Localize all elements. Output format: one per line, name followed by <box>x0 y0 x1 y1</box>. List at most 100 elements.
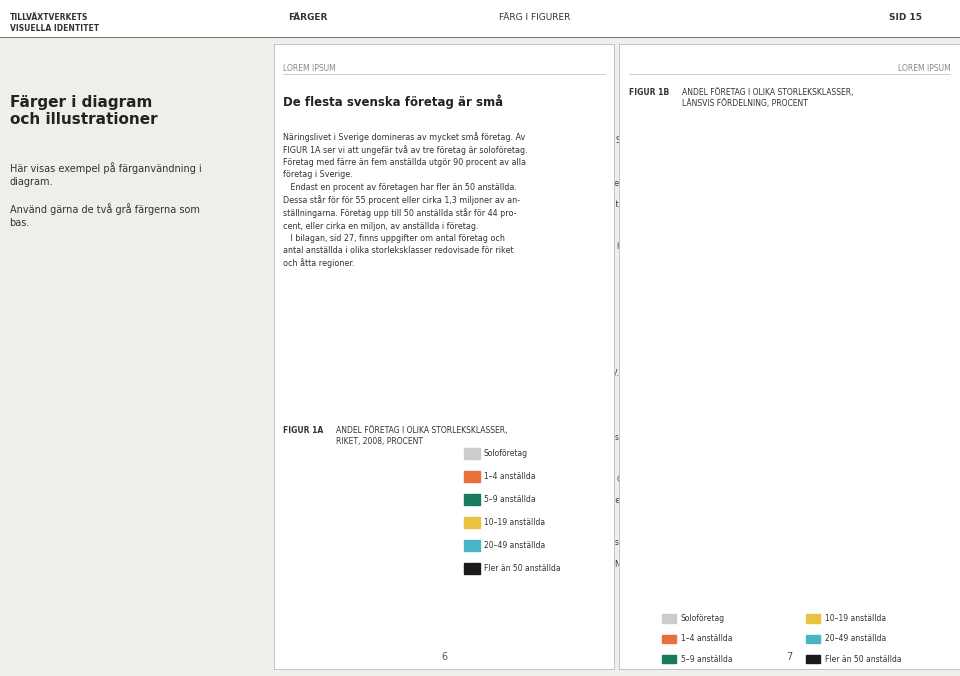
Bar <box>913 324 933 337</box>
Text: Soloföretag: Soloföretag <box>484 449 528 458</box>
Text: Använd gärna de två grå färgerna som
bas.: Använd gärna de två grå färgerna som bas… <box>10 203 200 228</box>
Bar <box>910 345 930 358</box>
Bar <box>936 281 945 295</box>
Bar <box>942 366 948 379</box>
Bar <box>913 366 933 379</box>
Bar <box>904 218 927 231</box>
Bar <box>844 197 907 210</box>
Bar <box>942 472 948 485</box>
Bar <box>850 345 910 358</box>
Text: LOREM IPSUM: LOREM IPSUM <box>898 64 950 73</box>
Bar <box>930 493 942 506</box>
Bar <box>852 155 913 168</box>
Bar <box>662 239 850 252</box>
Text: FIGUR 1B: FIGUR 1B <box>629 88 669 97</box>
Bar <box>948 430 950 443</box>
Bar <box>942 451 948 464</box>
Bar <box>662 197 844 210</box>
Text: 5–9 anställda: 5–9 anställda <box>484 495 536 504</box>
Bar <box>844 535 910 548</box>
Bar <box>835 218 904 231</box>
Bar <box>948 556 950 570</box>
Bar <box>850 239 910 252</box>
Text: 1–4 anställda: 1–4 anställda <box>484 472 535 481</box>
Text: De flesta svenska företag är små: De flesta svenska företag är små <box>283 95 503 110</box>
Bar <box>855 514 916 527</box>
Text: 5,0%: 5,0% <box>304 496 322 502</box>
Text: 68,5%: 68,5% <box>377 515 399 521</box>
Bar <box>948 514 950 527</box>
Text: SID 15: SID 15 <box>889 13 922 22</box>
Bar <box>930 260 942 273</box>
Text: 20–49 anställda: 20–49 anställda <box>484 541 545 550</box>
Bar <box>948 133 950 147</box>
Bar <box>852 366 913 379</box>
Bar <box>662 133 858 147</box>
Bar <box>910 430 930 443</box>
Bar <box>948 281 950 295</box>
Bar <box>844 260 910 273</box>
Bar <box>933 556 942 570</box>
Bar <box>942 324 948 337</box>
Bar <box>930 408 942 422</box>
Bar <box>942 260 948 273</box>
Text: 20–49 anställda: 20–49 anställda <box>825 634 886 644</box>
Text: LOREM IPSUM: LOREM IPSUM <box>283 64 336 73</box>
Text: 5–9 anställda: 5–9 anställda <box>681 654 732 664</box>
Bar <box>948 155 950 168</box>
Bar <box>662 155 852 168</box>
Bar <box>841 493 910 506</box>
Bar <box>916 133 933 147</box>
Text: ANDEL FÖRETAG I OLIKA STORLEKSKLASSER,
RIKET, 2008, PROCENT: ANDEL FÖRETAG I OLIKA STORLEKSKLASSER, R… <box>336 426 508 446</box>
Bar <box>844 430 910 443</box>
Bar <box>844 176 910 189</box>
Bar <box>930 451 942 464</box>
Bar <box>942 514 948 527</box>
Text: Färger i diagram
och illustrationer: Färger i diagram och illustrationer <box>10 95 157 127</box>
Bar <box>948 260 950 273</box>
Text: FÄRG I FIGURER: FÄRG I FIGURER <box>499 13 570 22</box>
Bar <box>910 239 930 252</box>
Bar <box>933 133 942 147</box>
Bar <box>948 366 950 379</box>
Bar <box>913 155 933 168</box>
Text: Näringslivet i Sverige domineras av mycket små företag. Av
FIGUR 1A ser vi att u: Näringslivet i Sverige domineras av myck… <box>283 132 528 268</box>
Bar <box>930 472 942 485</box>
Bar <box>942 239 948 252</box>
Bar <box>662 218 835 231</box>
Text: FIGUR 1A: FIGUR 1A <box>283 426 324 435</box>
Bar <box>864 281 919 295</box>
Bar <box>933 155 942 168</box>
Bar <box>919 281 936 295</box>
Bar <box>662 324 855 337</box>
Bar <box>942 303 948 316</box>
Bar <box>662 281 864 295</box>
Bar <box>927 197 939 210</box>
Text: 2,7%: 2,7% <box>289 466 307 473</box>
Bar <box>948 324 950 337</box>
Bar <box>942 345 948 358</box>
Bar <box>662 387 844 400</box>
Bar <box>662 451 841 464</box>
Bar <box>662 345 850 358</box>
Bar <box>910 472 930 485</box>
Text: 7: 7 <box>786 652 793 662</box>
Bar <box>844 303 910 316</box>
Wedge shape <box>308 450 452 600</box>
Bar <box>844 472 910 485</box>
Text: Soloföretag: Soloföretag <box>681 614 725 623</box>
Bar <box>910 303 930 316</box>
Bar <box>930 239 942 252</box>
Bar <box>942 556 948 570</box>
Wedge shape <box>302 465 377 556</box>
Bar <box>913 556 933 570</box>
Bar <box>662 366 852 379</box>
Text: Fler än 50 anställda: Fler än 50 anställda <box>484 564 561 573</box>
Bar <box>662 556 847 570</box>
Text: TILLVÄXTVERKETS
VISUELLA IDENTITET: TILLVÄXTVERKETS VISUELLA IDENTITET <box>10 13 99 33</box>
Text: FÄRGER: FÄRGER <box>288 13 327 22</box>
Bar <box>948 387 950 400</box>
Text: 21,6%: 21,6% <box>344 586 366 592</box>
Bar <box>662 430 844 443</box>
Bar <box>662 408 841 422</box>
